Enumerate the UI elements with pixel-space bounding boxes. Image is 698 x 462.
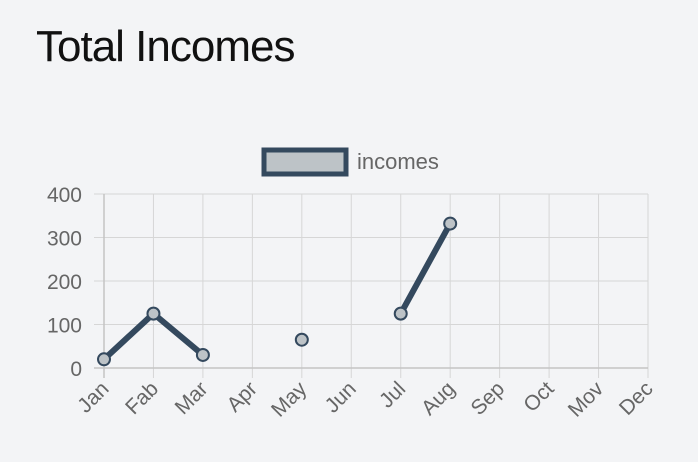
data-point (294, 332, 309, 347)
x-tick-label: Oct (519, 377, 558, 416)
x-tick-label: Jan (73, 377, 113, 417)
y-tick-label: 300 (47, 228, 82, 251)
data-point (97, 352, 111, 367)
y-tick-label: 400 (47, 184, 82, 207)
chart-grid (94, 193, 649, 378)
data-point (443, 216, 458, 231)
data-point (146, 306, 161, 321)
page-title: Total Incomes (36, 22, 295, 71)
x-tick-label: Fab (121, 377, 163, 419)
series-lines (101, 220, 454, 363)
legend-label: incomes (357, 149, 439, 174)
x-tick-label: Aug (417, 377, 460, 420)
y-axis: 0 100 200 300 400 (47, 184, 82, 381)
legend-swatch (261, 147, 349, 177)
x-tick-label: Mar (171, 377, 213, 419)
x-tick-label: Dec (615, 377, 658, 420)
x-tick-label: Mov (564, 377, 609, 422)
chart-legend[interactable]: incomes (261, 147, 439, 177)
x-tick-label: Jul (375, 377, 410, 412)
x-tick-label: Sep (466, 377, 509, 420)
x-tick-label: May (267, 377, 312, 422)
x-tick-label: Jun (321, 377, 361, 417)
y-tick-label: 0 (70, 358, 82, 381)
series-line (397, 220, 454, 317)
data-point (195, 347, 210, 362)
data-point (393, 306, 408, 321)
y-tick-label: 100 (47, 315, 82, 338)
x-axis: Jan Fab Mar Apr May Jun Jul Aug Sep Oct Mov Dec (73, 377, 657, 422)
y-tick-label: 200 (47, 271, 82, 294)
x-tick-label: Apr (223, 377, 262, 416)
series-points (97, 216, 458, 367)
